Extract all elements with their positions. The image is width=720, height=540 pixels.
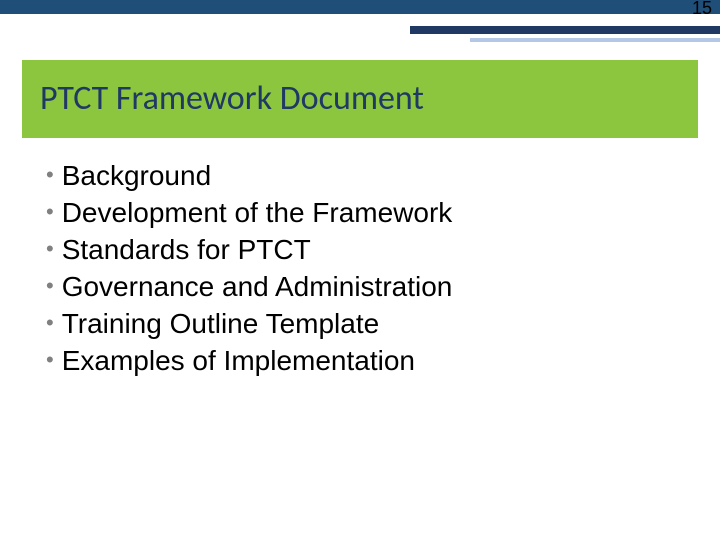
list-item: • Governance and Administration: [46, 269, 720, 306]
bullet-icon: •: [46, 195, 54, 229]
stripe-light: [470, 38, 720, 42]
bullet-icon: •: [46, 306, 54, 340]
bullet-label: Governance and Administration: [62, 269, 720, 306]
stripe-dark: [410, 26, 720, 34]
title-bar: PTCT Framework Document: [22, 60, 698, 138]
accent-stripes: [0, 14, 720, 52]
slide-title: PTCT Framework Document: [40, 78, 424, 119]
bullet-icon: •: [46, 269, 54, 303]
list-item: • Standards for PTCT: [46, 232, 720, 269]
list-item: • Training Outline Template: [46, 306, 720, 343]
bullet-label: Standards for PTCT: [62, 232, 720, 269]
bullet-label: Background: [62, 158, 720, 195]
bullet-icon: •: [46, 158, 54, 192]
bullet-label: Examples of Implementation: [62, 343, 720, 380]
list-item: • Development of the Framework: [46, 195, 720, 232]
bullet-icon: •: [46, 343, 54, 377]
list-item: • Background: [46, 158, 720, 195]
bullet-list: • Background • Development of the Framew…: [46, 158, 720, 380]
bullet-icon: •: [46, 232, 54, 266]
bullet-label: Training Outline Template: [62, 306, 720, 343]
list-item: • Examples of Implementation: [46, 343, 720, 380]
bullet-label: Development of the Framework: [62, 195, 720, 232]
header-bar: 15: [0, 0, 720, 14]
